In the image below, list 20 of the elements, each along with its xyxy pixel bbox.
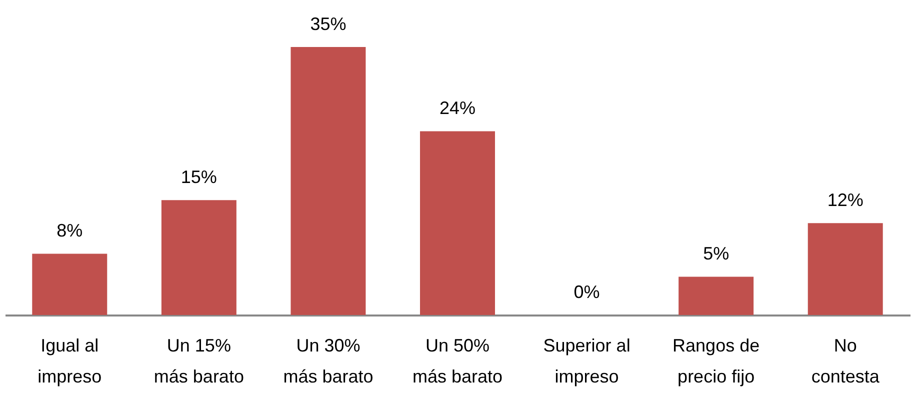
x-tick-label: Un 50% más barato xyxy=(412,336,503,386)
data-label: 24% xyxy=(439,98,476,118)
data-label: 0% xyxy=(574,282,600,302)
x-tick-label: Superior al impreso xyxy=(543,336,630,386)
bar xyxy=(290,47,366,315)
data-label: 5% xyxy=(703,244,730,264)
x-tick-label: Igual al impreso xyxy=(38,336,102,386)
x-tick-label: Un 15% más barato xyxy=(154,336,244,386)
x-tick-label: Un 30% más barato xyxy=(283,336,374,386)
data-label: 35% xyxy=(310,14,346,34)
data-label: 8% xyxy=(56,220,83,241)
x-tick-label: No contesta xyxy=(811,336,880,386)
bar xyxy=(420,131,495,315)
bar xyxy=(161,200,236,315)
data-label: 12% xyxy=(827,190,864,210)
x-tick-label: Rangos de precio fijo xyxy=(672,336,760,386)
bar xyxy=(32,254,108,315)
data-label: 15% xyxy=(180,167,217,188)
bar xyxy=(678,276,754,315)
bar xyxy=(808,223,883,315)
